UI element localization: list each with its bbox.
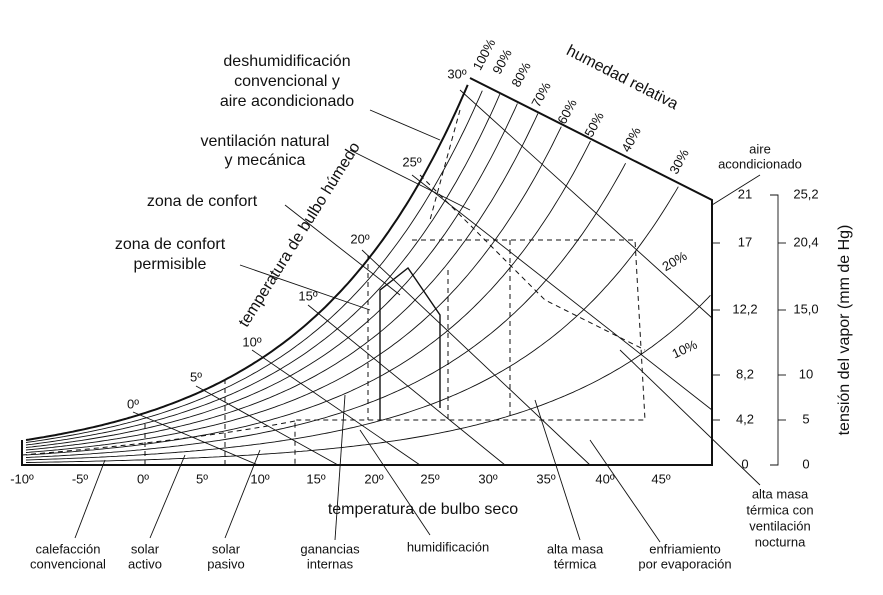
zone-label: alta masa: [547, 541, 604, 556]
zone-label: ganancias: [300, 541, 360, 556]
x-tick-label: -10º: [10, 471, 34, 486]
leader-lines: [74, 109, 761, 543]
wet-bulb-label: 30º: [447, 66, 466, 81]
vapor-pressure-label: 25,2: [793, 186, 818, 201]
rh-label: 80%: [508, 59, 534, 89]
vapor-pressure-label: 10: [799, 366, 813, 381]
humidity-ratio-label: 0: [741, 456, 748, 471]
vapor-pressure-label: 5: [802, 411, 809, 426]
rh-curve: [25, 186, 679, 461]
rh-label: 70%: [528, 79, 554, 109]
zone-label: ventilación natural: [201, 133, 330, 150]
wet-bulb-label: 20º: [350, 231, 369, 246]
saturation-curve: [25, 84, 469, 441]
zone-label: zona de confort: [115, 236, 226, 253]
zone-label: zona de confort: [147, 193, 258, 210]
rh-label: 50%: [581, 109, 607, 139]
rh-title: humedad relativa: [564, 42, 681, 113]
zone-label: deshumidificación: [223, 53, 350, 70]
zone-label: convencional: [30, 556, 106, 571]
comfort-zone: [379, 266, 441, 420]
x-tick-label: -5º: [72, 471, 89, 486]
humidity-ratio-label: 12,2: [732, 301, 757, 316]
rh-curve: [25, 140, 591, 456]
zone-label: acondicionado: [718, 156, 802, 171]
rh-curve: [25, 162, 626, 458]
zone-label: térmica con: [746, 502, 813, 517]
wet-bulb-label: 10º: [242, 334, 261, 349]
x-tick-label: 25º: [420, 471, 439, 486]
vapor-pressure-label: 20,4: [793, 234, 818, 249]
wet-bulb-label: 15º: [298, 288, 317, 303]
wet-bulb-label: 25º: [402, 154, 421, 169]
x-tick-label: 15º: [306, 471, 325, 486]
rh-label: 10%: [670, 337, 700, 362]
humidity-ratio-label: 17: [738, 234, 752, 249]
zone-label: por evaporación: [638, 556, 731, 571]
zone-label: alta masa: [752, 486, 809, 501]
axis-ticks: [712, 194, 786, 466]
x-tick-label: 45º: [651, 471, 670, 486]
zone-label: pasivo: [207, 556, 245, 571]
rh-curve: [25, 94, 501, 446]
humidity-ratio-label: 8,2: [736, 366, 754, 381]
rh-curve: [25, 103, 518, 448]
zone-label: solar: [212, 541, 241, 556]
zone-label: aire acondicionado: [220, 93, 354, 110]
x-tick-label: 10º: [250, 471, 269, 486]
x-tick-label: 0º: [137, 471, 149, 486]
dry-bulb-title: temperatura de bulbo seco: [328, 501, 518, 518]
zone-outlines: [21, 109, 646, 465]
humidity-ratio-label: 4,2: [736, 411, 754, 426]
rh-label: 60%: [554, 96, 580, 126]
rh-label: 40%: [618, 124, 644, 154]
vapor-pressure-label: 15,0: [793, 301, 818, 316]
zone-label: permisible: [134, 256, 207, 273]
wet-bulb-label: 5º: [190, 369, 202, 384]
x-tick-label: 40º: [595, 471, 614, 486]
zone-label: humidificación: [407, 539, 489, 554]
zone-label: aire: [749, 141, 771, 156]
zone-label: nocturna: [755, 534, 806, 549]
vapor-pressure-label: 0: [802, 456, 809, 471]
zone-label: y mecánica: [225, 152, 306, 169]
zone-label: convencional y: [234, 73, 340, 90]
zone-label: calefacción: [35, 541, 100, 556]
zone-label: térmica: [554, 556, 597, 571]
rh-curve: [25, 126, 562, 453]
rh-label: 20%: [659, 248, 689, 274]
zone-label: enfriamiento: [649, 541, 721, 556]
x-tick-label: 20º: [364, 471, 383, 486]
wet-bulb-label: 0º: [127, 396, 139, 411]
humidity-ratio-label: 21: [738, 186, 752, 201]
rh-curve: [25, 113, 539, 451]
zone-label: solar: [131, 541, 160, 556]
x-tick-label: 30º: [478, 471, 497, 486]
vapor-pressure-title: tensión del vapor (mm de Hg): [836, 225, 853, 436]
chart-frame: [21, 77, 713, 466]
zone-label: activo: [128, 556, 162, 571]
rh-curve: [26, 294, 711, 463]
rh-label: 30%: [666, 146, 692, 176]
zone-label: internas: [307, 556, 354, 571]
x-tick-label: 35º: [536, 471, 555, 486]
x-tick-label: 5º: [196, 471, 208, 486]
zone-label: ventilación: [749, 518, 810, 533]
rh-curve: [25, 90, 483, 443]
